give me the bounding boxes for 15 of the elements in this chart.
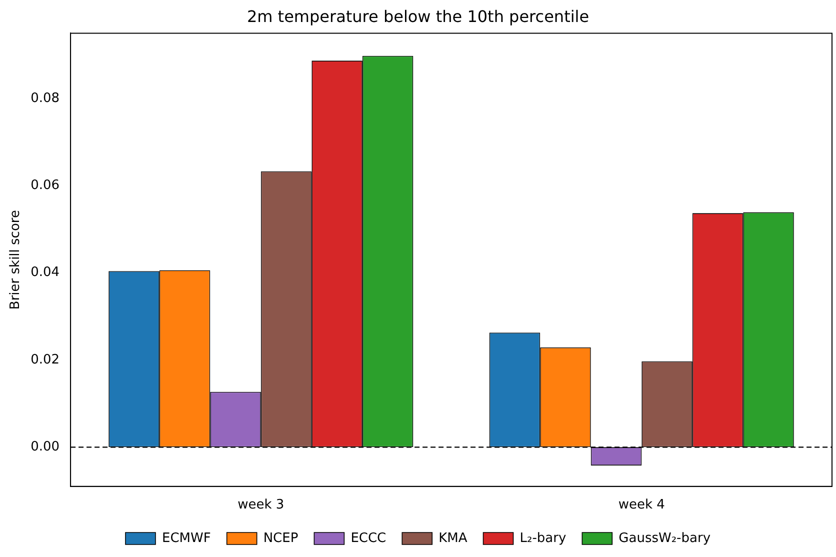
x-tick-label: week 3: [238, 498, 284, 513]
y-tick-label: 0.06: [30, 178, 60, 194]
x-tick-label: week 4: [618, 498, 665, 513]
legend-label: ECCC: [350, 530, 386, 546]
legend-label: KMA: [438, 530, 468, 546]
chart-title: 2m temperature below the 10th percentile: [246, 6, 590, 26]
legend-label: GaussW₂-bary: [618, 530, 711, 546]
legend-label: NCEP: [263, 530, 298, 546]
legend-label: L₂-bary: [520, 530, 566, 546]
y-axis-title: Brier skill score: [8, 210, 24, 310]
y-tick-label: 0.00: [30, 440, 60, 455]
y-tick-label: 0.04: [30, 265, 60, 280]
legend-label: ECMWF: [162, 530, 211, 546]
y-tick-label: 0.08: [30, 90, 60, 106]
y-tick-label: 0.02: [30, 352, 60, 368]
